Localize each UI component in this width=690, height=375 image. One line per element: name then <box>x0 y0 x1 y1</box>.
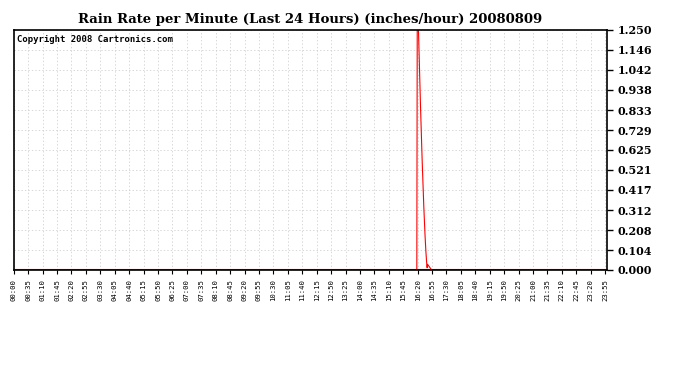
Text: Copyright 2008 Cartronics.com: Copyright 2008 Cartronics.com <box>17 35 172 44</box>
Title: Rain Rate per Minute (Last 24 Hours) (inches/hour) 20080809: Rain Rate per Minute (Last 24 Hours) (in… <box>79 13 542 26</box>
